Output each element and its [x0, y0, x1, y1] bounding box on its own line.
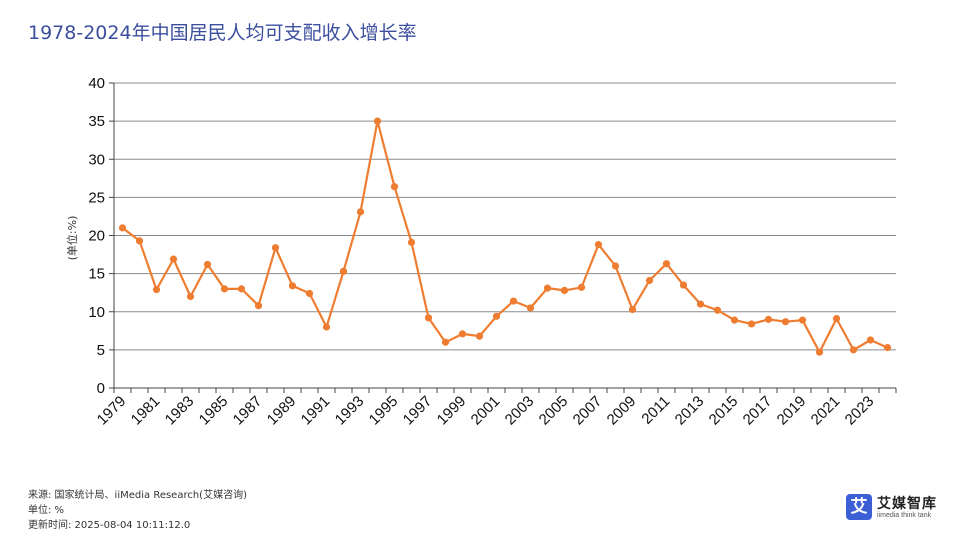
data-point	[798, 316, 807, 324]
data-point	[815, 348, 824, 356]
data-point	[373, 117, 382, 125]
data-point	[237, 285, 246, 293]
data-point	[747, 320, 756, 328]
data-point	[883, 343, 892, 352]
y-tick-label: 5	[97, 342, 105, 359]
brand-logo: 艾 艾媒智库 iimedia think tank	[846, 492, 946, 524]
data-point	[781, 318, 790, 326]
y-tick-label: 20	[88, 228, 105, 245]
data-point	[492, 312, 501, 320]
data-point	[322, 323, 331, 331]
data-point	[220, 285, 229, 293]
page-title: 1978-2024年中国居民人均可支配收入增长率	[28, 22, 417, 44]
x-tick-label: 2015	[706, 393, 742, 429]
data-point	[339, 267, 348, 275]
x-tick-label: 1993	[332, 393, 368, 429]
y-axis-label: (单位:%)	[65, 216, 79, 261]
y-tick-label: 15	[88, 266, 105, 283]
x-tick-label: 1991	[298, 393, 334, 429]
y-tick-label: 30	[88, 151, 105, 168]
series-line	[118, 117, 892, 356]
x-tick-label: 2019	[774, 393, 810, 429]
data-point	[203, 260, 212, 269]
data-point	[577, 283, 586, 291]
data-point	[560, 286, 569, 294]
data-point	[169, 255, 178, 263]
y-tick-label: 0	[97, 380, 105, 397]
x-tick-label: 1979	[94, 393, 130, 429]
y-tick-label: 40	[88, 75, 105, 92]
data-point	[305, 289, 314, 298]
data-point	[645, 276, 654, 285]
data-point	[271, 244, 280, 252]
data-point	[152, 286, 161, 294]
data-point	[254, 302, 263, 310]
data-point	[356, 208, 365, 216]
y-tick-label: 25	[88, 189, 105, 206]
data-point	[475, 332, 484, 340]
y-tick-label: 10	[88, 304, 105, 321]
data-point	[866, 336, 875, 344]
x-tick-label: 2009	[604, 393, 640, 429]
x-tick-label: 2013	[672, 393, 708, 429]
data-point	[458, 330, 467, 338]
data-point	[424, 314, 433, 322]
x-tick-label: 1997	[400, 393, 436, 429]
x-tick-label: 2011	[638, 393, 673, 428]
x-tick-label: 2021	[808, 393, 844, 429]
x-tick-label: 1981	[128, 393, 164, 429]
data-point	[135, 237, 144, 245]
data-point	[509, 297, 518, 305]
line-chart: 0 5 10 15 20 25 30 35 40 19791981198319851987198…	[65, 75, 897, 429]
x-tick-label: 1985	[196, 393, 232, 429]
x-axis: 1979198119831985198719891991199319951997…	[94, 387, 897, 429]
data-point	[662, 260, 671, 268]
logo-subtitle: iimedia think tank	[877, 512, 932, 519]
x-tick-label: 1983	[162, 393, 198, 429]
logo-badge-icon: 艾	[846, 494, 872, 520]
data-point	[288, 282, 297, 290]
x-tick-label: 1999	[434, 393, 470, 429]
data-point	[696, 300, 705, 308]
x-tick-label: 2007	[570, 393, 606, 429]
logo-name: 艾媒智库	[877, 496, 937, 512]
x-tick-label: 2003	[502, 393, 538, 429]
data-point	[543, 284, 552, 292]
data-point	[679, 281, 688, 289]
x-tick-label: 2017	[740, 393, 776, 429]
series-polyline	[121, 119, 888, 354]
data-point	[407, 238, 416, 246]
y-tick-label: 35	[88, 113, 105, 130]
data-point	[390, 183, 399, 191]
data-point	[764, 315, 773, 323]
logo-glyph: 艾	[850, 497, 868, 517]
data-point	[713, 306, 722, 314]
data-point	[526, 304, 535, 312]
x-tick-label: 2001	[468, 393, 504, 429]
data-point	[594, 241, 603, 249]
data-point	[832, 315, 841, 323]
x-tick-label: 1989	[264, 393, 300, 429]
x-tick-label: 1987	[230, 393, 266, 429]
x-tick-label: 1995	[366, 393, 402, 429]
source-note: 来源: 国家统计局、iiMedia Research(艾媒咨询)	[28, 490, 247, 501]
data-point	[441, 338, 450, 346]
data-point	[118, 224, 127, 232]
unit-note: 单位: %	[28, 505, 65, 516]
x-tick-label: 2005	[536, 393, 572, 429]
data-point	[730, 316, 739, 324]
y-axis: 0 5 10 15 20 25 30 35 40	[88, 75, 115, 397]
data-point	[628, 305, 637, 314]
data-point	[186, 292, 195, 301]
x-tick-label: 2023	[842, 393, 878, 429]
data-point	[611, 262, 620, 270]
update-time: 更新时间: 2025-08-04 10:11:12.0	[28, 520, 191, 531]
gridlines	[114, 82, 896, 351]
data-point	[849, 346, 858, 354]
